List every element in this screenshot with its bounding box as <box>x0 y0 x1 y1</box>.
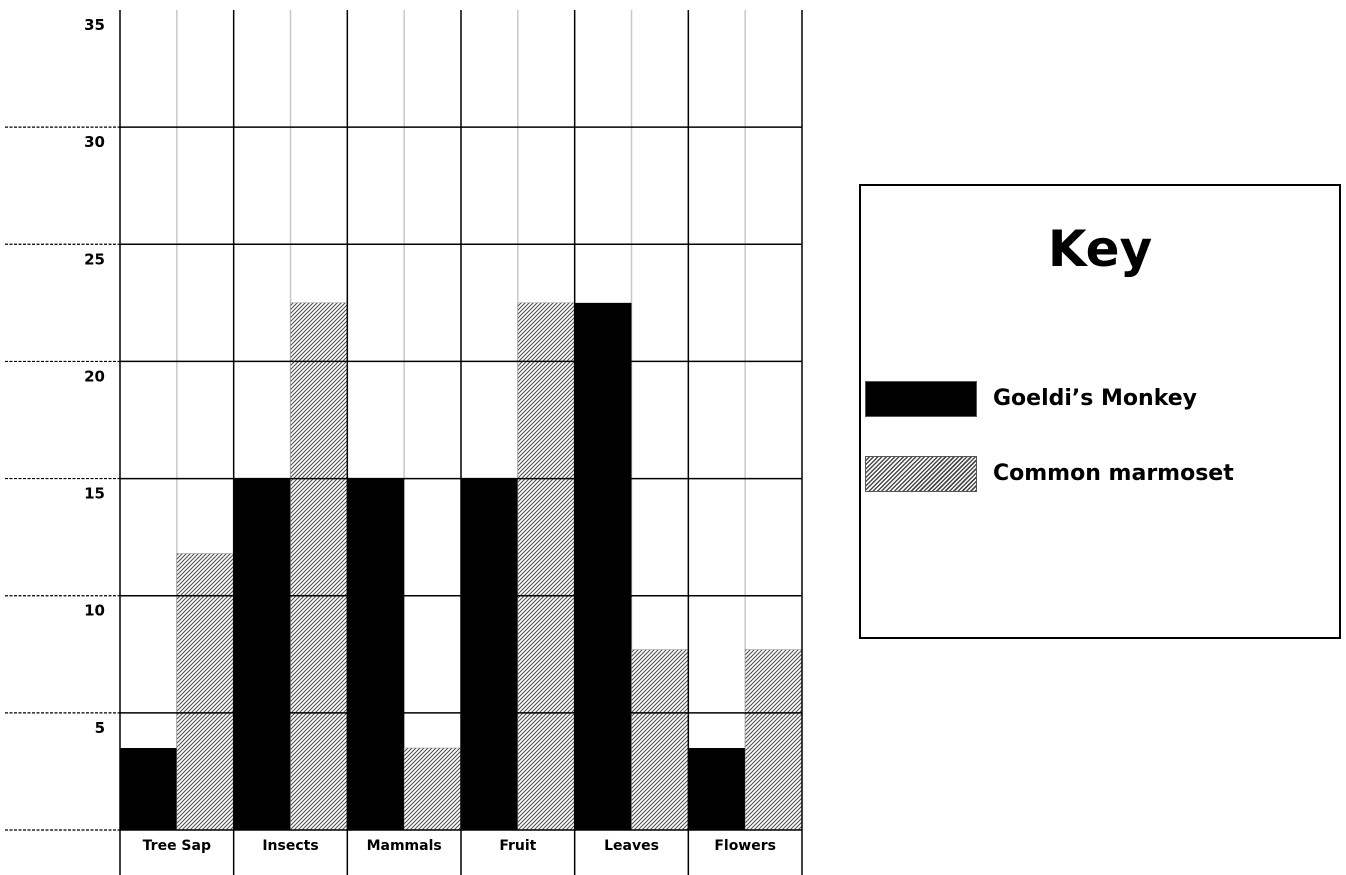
y-tick-label-5: 5 <box>95 719 105 737</box>
y-tick-label-20: 20 <box>84 367 105 385</box>
bar-chart: 5 10 15 20 25 30 35 Tree Sap Insects Mammals Fruit… <box>5 10 803 875</box>
bar-goeldi-s-monkey-mammals <box>347 478 405 830</box>
legend-label-common-marmoset: Common marmoset <box>993 461 1234 486</box>
y-tick-label-10: 10 <box>84 602 105 620</box>
bar-common-marmoset-flowers <box>744 649 803 831</box>
bar-common-marmoset-mammals <box>403 747 462 831</box>
legend-label-goeldis-monkey: Goeldi’s Monkey <box>993 386 1198 411</box>
legend-box: Key Goeldi’s Monkey Common marmoset <box>859 184 1341 639</box>
bar-common-marmoset-fruit <box>517 302 575 831</box>
x-tick-label-flowers: Flowers <box>714 838 776 854</box>
x-tick-label-leaves: Leaves <box>604 838 659 854</box>
legend-title: Key <box>1047 220 1153 278</box>
y-tick-label-25: 25 <box>84 250 105 268</box>
bar-goeldi-s-monkey-flowers <box>688 748 746 830</box>
y-tick-label-35: 35 <box>84 16 105 34</box>
bar-common-marmoset-leaves <box>631 649 689 831</box>
x-tick-label-tree-sap: Tree Sap <box>143 838 211 854</box>
legend-swatch-goeldis-monkey <box>865 381 977 417</box>
legend-swatch-common-marmoset <box>865 456 977 492</box>
bar-common-marmoset-insects <box>290 302 348 831</box>
bar-common-marmoset-tree-sap <box>176 553 234 831</box>
bar-goeldi-s-monkey-leaves <box>574 302 632 830</box>
y-tick-label-30: 30 <box>84 133 105 151</box>
x-tick-label-mammals: Mammals <box>367 838 442 854</box>
bar-goeldi-s-monkey-tree-sap <box>120 748 177 830</box>
x-tick-label-insects: Insects <box>262 838 318 854</box>
y-tick-label-15: 15 <box>84 485 105 503</box>
bar-goeldi-s-monkey-insects <box>233 478 291 830</box>
x-tick-label-fruit: Fruit <box>499 838 536 854</box>
bar-goeldi-s-monkey-fruit <box>461 478 518 830</box>
